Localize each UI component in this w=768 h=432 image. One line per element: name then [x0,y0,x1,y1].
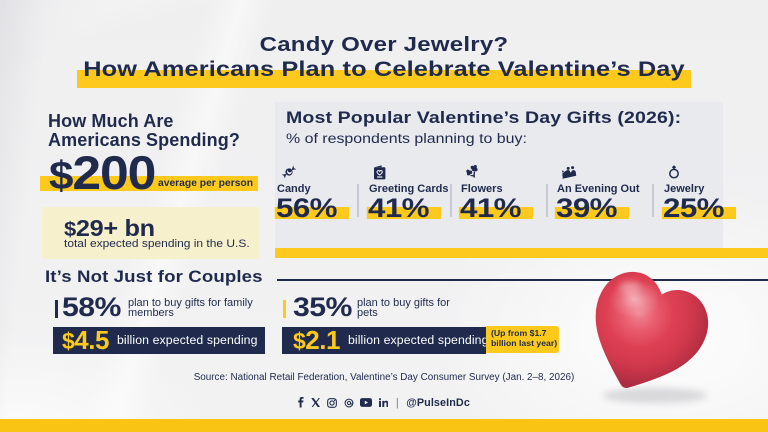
couples-divider-line [277,279,768,281]
gift-item-greeting-cards: Greeting Cards 41% [366,164,461,223]
gift-divider [546,184,548,217]
gift-percent: 56% [274,193,349,223]
gift-percent-value: 41% [368,193,430,223]
gift-label: Greeting Cards [369,183,449,195]
description-line-1: plan to buy gifts for [357,297,450,309]
instagram-icon [327,397,337,408]
description-line-2: pets [357,307,378,320]
stat-accent-bar [283,299,287,318]
pets-percent: 35% [292,291,352,322]
gift-label: An Evening Out [557,183,640,195]
source-text: Source: National Retail Federation, Vale… [193,371,575,383]
description-line-2: members [128,307,174,320]
family-percent: 58% [61,291,121,322]
gift-label: Flowers [461,183,503,195]
facebook-icon [298,397,305,408]
total-spending-caption: total expected spending in the U.S. [64,237,250,250]
ring-icon [667,164,756,181]
gift-percent: 25% [661,193,736,223]
gift-percent: 41% [458,193,533,223]
gift-label: Jewelry [664,183,705,195]
flowers-icon [464,164,553,181]
note-line-2: billion last year) [491,337,558,348]
family-spending-box: $4.5 billion expected spending [53,325,265,355]
candy-icon [280,164,369,181]
total-spending-box [42,207,259,259]
gift-percent: 39% [554,193,629,223]
stat-accent-bar [54,299,58,318]
threads-icon [344,398,354,408]
gift-item-candy: Candy 56% [274,164,369,223]
spending-heading-line-1: How Much Are [48,110,174,131]
social-bar: | @PulseInDc [0,394,768,411]
gifts-panel [275,102,723,258]
gift-item-jewelry: Jewelry 25% [661,164,756,223]
gift-percent-value: 39% [556,193,618,223]
youtube-icon [360,398,373,407]
separator: | [395,396,399,409]
spending-section-heading: How Much Are Americans Spending? [48,110,240,150]
evening-out-icon [560,164,649,181]
title-highlight-bar [77,70,691,88]
gift-divider [652,184,654,217]
gift-percent-value: 41% [460,193,522,223]
gifts-heading: Most Popular Valentine’s Day Gifts (2026… [286,108,682,127]
gift-percent-value: 25% [663,193,725,223]
gifts-subheading: % of respondents planning to buy: [286,130,527,146]
description-line-1: plan to buy gifts for family [128,297,253,309]
social-handle: @PulseInDc [406,396,470,409]
pets-description: plan to buy gifts for pets [357,298,450,319]
greeting-card-icon [372,164,461,181]
title-line-1: Candy Over Jewelry? [259,34,509,56]
heart-illustration [556,242,734,420]
gift-percent-value: 56% [276,193,338,223]
pets-spending-label: billion expected spending [347,333,489,347]
spending-heading-line-2: Americans Spending? [48,129,240,150]
gift-percent: 41% [366,193,441,223]
family-description: plan to buy gifts for family members [128,298,253,319]
linkedin-icon [378,398,389,407]
average-spending-caption: average per person [158,178,254,189]
title-line-2: How Americans Plan to Celebrate Valentin… [83,57,685,81]
gift-item-evening-out: An Evening Out 39% [554,164,649,223]
pets-spending-value: $2.1 [293,325,340,355]
family-spending-value: $4.5 [62,325,109,355]
pets-note-box: (Up from $1.7 billion last year) [486,325,559,353]
note-line-1: (Up from $1.7 [491,328,547,338]
family-spending-label: billion expected spending [116,333,258,347]
gift-item-flowers: Flowers 41% [458,164,553,223]
x-icon [311,397,321,408]
average-highlight-bar [40,176,258,191]
gift-divider [450,184,452,217]
gift-label: Candy [277,183,311,195]
gift-divider [357,184,359,217]
couples-heading: It’s Not Just for Couples [45,267,263,286]
pets-spending-box: $2.1 billion expected spending [282,325,489,355]
average-spending-value: $200 [49,145,156,199]
bottom-yellow-strip [0,419,768,432]
total-spending-value: $29+ bn [64,214,155,241]
gifts-panel-bottom-bar [275,248,768,258]
